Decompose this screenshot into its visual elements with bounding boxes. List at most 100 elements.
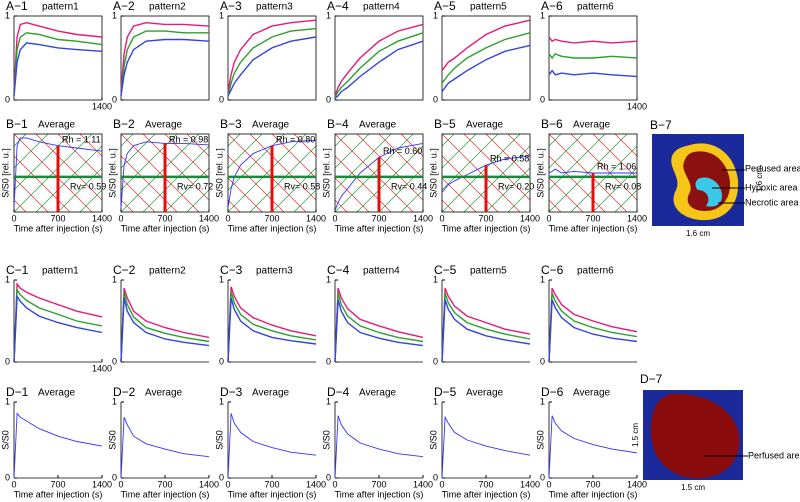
hatch	[335, 132, 569, 212]
hatch-line	[356, 134, 423, 201]
y-tick-label: 0	[433, 472, 438, 482]
panel: C−1 pattern1 0 1 1400	[5, 263, 112, 373]
series-line	[548, 299, 638, 363]
hatch-line	[14, 134, 49, 169]
size-label: 1.5 cm	[631, 423, 640, 447]
x-tick-label: 0	[225, 479, 230, 489]
x-tick-label: 700	[157, 479, 172, 489]
y-tick-label: 1	[326, 396, 331, 406]
y-tick-label: 0	[5, 356, 10, 366]
hatch-line	[489, 132, 569, 212]
x-tick-label: 0	[439, 213, 444, 223]
y-tick-label: 1	[112, 10, 117, 20]
hatch-line	[549, 199, 562, 212]
panel-label: A−6	[541, 0, 563, 13]
x-tick-label: 0	[546, 479, 551, 489]
hatch-line	[378, 134, 423, 179]
size-label: 1.5 cm	[681, 483, 705, 492]
y-tick-label: 0	[112, 94, 117, 104]
x-tick-label: 700	[264, 213, 279, 223]
hatch-line	[14, 134, 27, 147]
map-label: B−7	[650, 118, 672, 132]
hatch-line	[463, 145, 530, 212]
series-line	[13, 137, 103, 209]
hatch-line	[549, 134, 628, 212]
series-line	[548, 292, 638, 363]
hatch-line	[121, 199, 134, 212]
series-line	[120, 38, 210, 96]
panel-title: pattern5	[470, 266, 507, 277]
series-line	[120, 21, 210, 92]
hatch-line	[228, 177, 263, 212]
panel-label: A−4	[327, 0, 349, 13]
x-tick-label: 0	[11, 479, 16, 489]
x-axis-label: Time after injection (s)	[121, 489, 210, 499]
y-tick-label: 0	[540, 94, 545, 104]
y-axis-label: S/S0	[535, 430, 545, 450]
series-line	[548, 36, 638, 44]
series-line	[120, 292, 210, 363]
series-line	[120, 287, 210, 363]
y-axis-label: S/S0 [rel. u.]	[428, 148, 438, 198]
panel-label: A−5	[434, 0, 456, 13]
series-line	[13, 282, 103, 363]
hatch-line	[335, 134, 370, 169]
annotation: Rh = 0.98	[169, 134, 208, 144]
series-line	[13, 294, 103, 363]
hatch-line	[271, 167, 316, 212]
annotation: Rh = 0.80	[276, 134, 315, 144]
annotation: Hypoxic area	[745, 182, 798, 192]
panel-title: Average	[252, 120, 290, 131]
hatch-line	[461, 134, 541, 214]
x-tick-label: 1400	[520, 479, 540, 489]
series-line	[227, 27, 317, 96]
y-tick-label: 0	[433, 94, 438, 104]
hatch-line	[335, 134, 392, 191]
hatch-line	[121, 134, 200, 212]
panel-label: B−5	[434, 117, 456, 131]
hatch-line	[592, 167, 637, 212]
y-axis-label: S/S0 [rel. u.]	[214, 148, 224, 198]
y-tick-label: 1	[112, 274, 117, 284]
x-axis-label: Time after injection (s)	[549, 223, 638, 233]
x-tick-label: 1400	[413, 213, 433, 223]
x-tick-label: 1400	[92, 213, 112, 223]
hatch-line	[35, 134, 102, 201]
y-tick-label: 0	[433, 356, 438, 366]
hatch-line	[442, 134, 521, 212]
x-tick-label: 1400	[627, 101, 647, 111]
y-tick-label: 1	[219, 396, 224, 406]
y-axis-label: S/S0 [rel. u.]	[321, 148, 331, 198]
hatch-line	[142, 145, 209, 212]
annotation: Rv= 0.58	[284, 181, 320, 191]
x-tick-label: 700	[157, 213, 172, 223]
map-d7: D−7 Perfused area 1.5 cm 1.5 cm	[631, 372, 800, 492]
panel: C−3 pattern3 0 1	[219, 263, 317, 366]
hatch-line	[592, 134, 637, 179]
annotation: Rv= 0.59	[70, 181, 106, 191]
hatch-line	[293, 134, 316, 157]
x-tick-label: 700	[478, 479, 493, 489]
annotation: Perfused area	[745, 163, 800, 173]
x-tick-label: 1400	[627, 213, 647, 223]
x-tick-label: 0	[118, 479, 123, 489]
panel-label: A−3	[220, 0, 242, 13]
series-line	[548, 52, 638, 60]
hatch-line	[507, 134, 530, 157]
panel-label: D−6	[541, 385, 564, 399]
hatch-line	[142, 134, 209, 201]
y-tick-label: 0	[326, 94, 331, 104]
x-tick-label: 0	[11, 213, 16, 223]
panel-title: Average	[466, 388, 504, 399]
plot-frame	[227, 15, 317, 101]
hatch-line	[570, 134, 637, 201]
series-line	[441, 44, 531, 93]
x-tick-label: 1400	[92, 363, 112, 373]
series-line	[227, 297, 317, 363]
hatch-line	[442, 134, 499, 191]
hatch-line	[14, 134, 93, 212]
map-label: D−7	[640, 372, 663, 386]
